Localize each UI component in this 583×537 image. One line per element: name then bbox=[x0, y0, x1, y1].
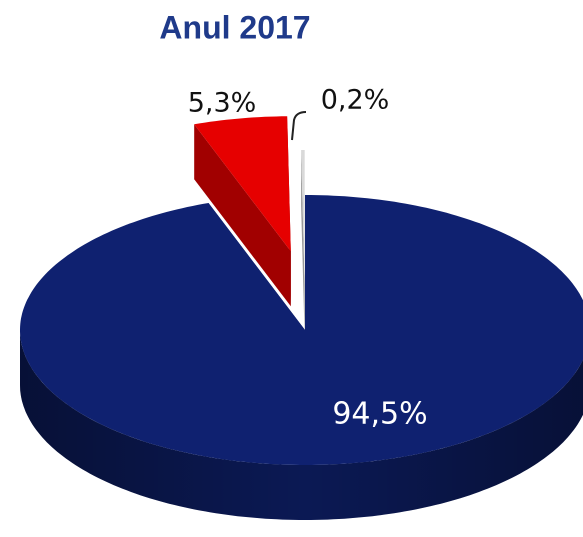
slice-wall bbox=[301, 150, 305, 340]
slice-side-shade bbox=[20, 330, 583, 520]
slice bbox=[194, 116, 291, 252]
data-label: 0,2% bbox=[321, 85, 390, 116]
data-label: 94,5% bbox=[332, 397, 427, 432]
slice bbox=[20, 195, 583, 520]
pie bbox=[20, 116, 583, 520]
slice-wall bbox=[194, 124, 291, 307]
slice bbox=[20, 195, 583, 465]
chart-title: Anul 2017 bbox=[159, 9, 310, 45]
leader-line bbox=[291, 111, 307, 141]
slice bbox=[194, 116, 291, 307]
data-label: 5,3% bbox=[188, 88, 257, 119]
slice bbox=[301, 150, 305, 340]
slice bbox=[301, 150, 305, 285]
